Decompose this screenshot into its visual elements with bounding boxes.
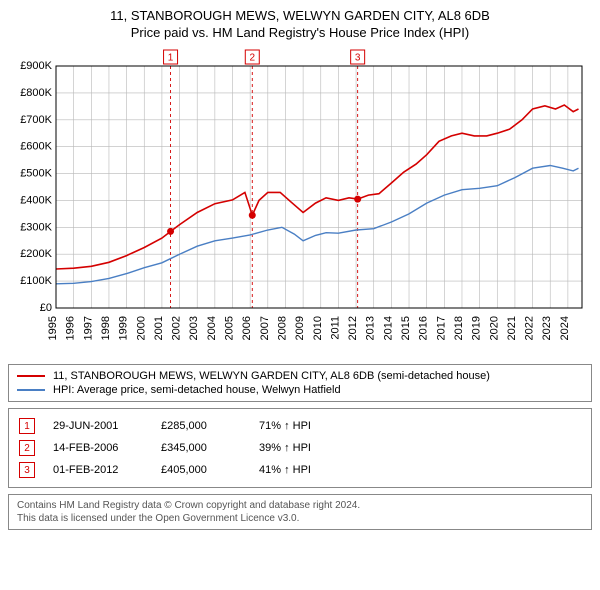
svg-text:1995: 1995: [47, 316, 59, 340]
event-price: £345,000: [161, 442, 241, 454]
svg-text:£100K: £100K: [20, 275, 52, 287]
event-marker: 1: [19, 418, 35, 434]
svg-text:£900K: £900K: [20, 60, 52, 72]
svg-text:2001: 2001: [153, 316, 165, 340]
chart-title-block: 11, STANBOROUGH MEWS, WELWYN GARDEN CITY…: [8, 8, 592, 40]
svg-text:£700K: £700K: [20, 114, 52, 126]
svg-text:£800K: £800K: [20, 87, 52, 99]
legend-label: 11, STANBOROUGH MEWS, WELWYN GARDEN CITY…: [53, 370, 490, 382]
svg-text:1: 1: [168, 53, 174, 64]
event-row: 2 14-FEB-2006 £345,000 39% ↑ HPI: [19, 437, 581, 459]
svg-text:2009: 2009: [294, 316, 306, 340]
svg-text:2020: 2020: [488, 316, 500, 340]
event-date: 01-FEB-2012: [53, 464, 143, 476]
svg-text:3: 3: [355, 53, 361, 64]
svg-text:2003: 2003: [188, 316, 200, 340]
svg-text:2010: 2010: [312, 316, 324, 340]
footer-line1: Contains HM Land Registry data © Crown c…: [17, 499, 583, 512]
svg-text:2015: 2015: [400, 316, 412, 340]
event-row: 3 01-FEB-2012 £405,000 41% ↑ HPI: [19, 459, 581, 481]
svg-text:2004: 2004: [206, 316, 218, 340]
svg-text:2: 2: [249, 53, 255, 64]
legend-box: 11, STANBOROUGH MEWS, WELWYN GARDEN CITY…: [8, 364, 592, 402]
svg-text:2002: 2002: [171, 316, 183, 340]
event-date: 29-JUN-2001: [53, 420, 143, 432]
event-marker: 3: [19, 462, 35, 478]
event-marker: 2: [19, 440, 35, 456]
svg-text:£400K: £400K: [20, 194, 52, 206]
event-date: 14-FEB-2006: [53, 442, 143, 454]
legend-swatch: [17, 389, 45, 391]
svg-text:2021: 2021: [506, 316, 518, 340]
svg-text:2014: 2014: [382, 316, 394, 340]
event-pct: 71% ↑ HPI: [259, 420, 359, 432]
legend-row: 11, STANBOROUGH MEWS, WELWYN GARDEN CITY…: [17, 369, 583, 383]
legend-swatch: [17, 375, 45, 377]
event-price: £405,000: [161, 464, 241, 476]
svg-text:£200K: £200K: [20, 248, 52, 260]
svg-text:2000: 2000: [135, 316, 147, 340]
footer-line2: This data is licensed under the Open Gov…: [17, 512, 583, 525]
title-line2: Price paid vs. HM Land Registry's House …: [8, 25, 592, 40]
svg-text:1997: 1997: [82, 316, 94, 340]
svg-text:2013: 2013: [365, 316, 377, 340]
svg-text:2023: 2023: [541, 316, 553, 340]
event-pct: 39% ↑ HPI: [259, 442, 359, 454]
svg-text:2008: 2008: [276, 316, 288, 340]
svg-text:£0: £0: [40, 302, 52, 314]
svg-text:2005: 2005: [224, 316, 236, 340]
svg-text:2016: 2016: [418, 316, 430, 340]
footer-box: Contains HM Land Registry data © Crown c…: [8, 494, 592, 530]
svg-text:2022: 2022: [524, 316, 536, 340]
svg-text:1998: 1998: [100, 316, 112, 340]
event-row: 1 29-JUN-2001 £285,000 71% ↑ HPI: [19, 415, 581, 437]
svg-text:2006: 2006: [241, 316, 253, 340]
svg-text:2018: 2018: [453, 316, 465, 340]
svg-text:2012: 2012: [347, 316, 359, 340]
event-price: £285,000: [161, 420, 241, 432]
svg-text:1999: 1999: [118, 316, 130, 340]
svg-text:£300K: £300K: [20, 221, 52, 233]
events-box: 1 29-JUN-2001 £285,000 71% ↑ HPI 2 14-FEB-200…: [8, 408, 592, 488]
svg-text:2017: 2017: [435, 316, 447, 340]
svg-text:2024: 2024: [559, 316, 571, 340]
event-pct: 41% ↑ HPI: [259, 464, 359, 476]
svg-text:2011: 2011: [329, 316, 341, 340]
svg-text:2007: 2007: [259, 316, 271, 340]
legend-row: HPI: Average price, semi-detached house,…: [17, 383, 583, 397]
svg-text:1996: 1996: [65, 316, 77, 340]
price-chart: £0 £100K £200K £300K £400K £500K £600K £700K £80…: [8, 48, 592, 358]
chart-container: £0 £100K £200K £300K £400K £500K £600K £700K £80…: [8, 48, 592, 358]
svg-text:£500K: £500K: [20, 168, 52, 180]
svg-text:£600K: £600K: [20, 141, 52, 153]
legend-label: HPI: Average price, semi-detached house,…: [53, 384, 341, 396]
title-line1: 11, STANBOROUGH MEWS, WELWYN GARDEN CITY…: [8, 8, 592, 23]
svg-text:2019: 2019: [471, 316, 483, 340]
